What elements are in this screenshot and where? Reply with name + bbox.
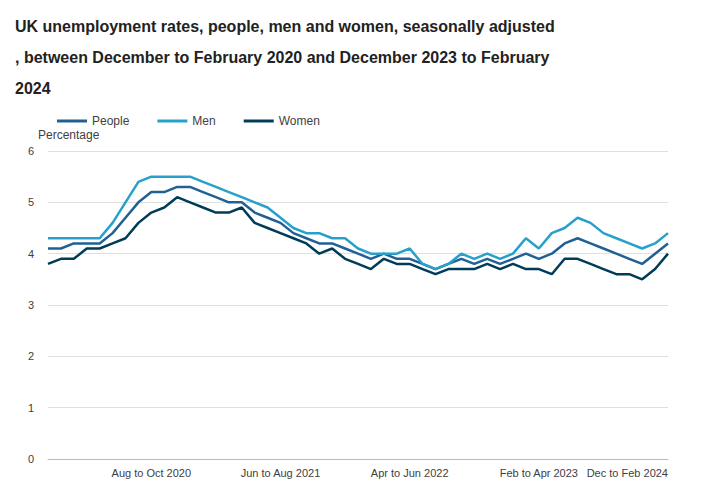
svg-text:Feb to Apr 2023: Feb to Apr 2023 <box>500 467 578 479</box>
svg-text:Men: Men <box>192 114 215 128</box>
svg-text:4: 4 <box>28 248 34 260</box>
svg-text:Apr to Jun 2022: Apr to Jun 2022 <box>371 467 449 479</box>
svg-text:6: 6 <box>28 145 34 157</box>
svg-text:UK unemployment rates, people,: UK unemployment rates, people, men and w… <box>15 18 555 35</box>
svg-text:2: 2 <box>28 350 34 362</box>
svg-text:Jun to Aug 2021: Jun to Aug 2021 <box>241 467 321 479</box>
svg-text:Women: Women <box>279 114 320 128</box>
svg-text:, between December to February: , between December to February 2020 and … <box>15 49 554 66</box>
svg-text:Dec to Feb 2024: Dec to Feb 2024 <box>587 467 668 479</box>
svg-text:3: 3 <box>28 299 34 311</box>
svg-text:5: 5 <box>28 196 34 208</box>
svg-text:People: People <box>92 114 130 128</box>
svg-text:Percentage: Percentage <box>38 128 100 142</box>
svg-text:1: 1 <box>28 402 34 414</box>
svg-text:0: 0 <box>28 453 34 465</box>
svg-text:Aug to Oct 2020: Aug to Oct 2020 <box>112 467 192 479</box>
svg-text:2024: 2024 <box>15 80 51 97</box>
